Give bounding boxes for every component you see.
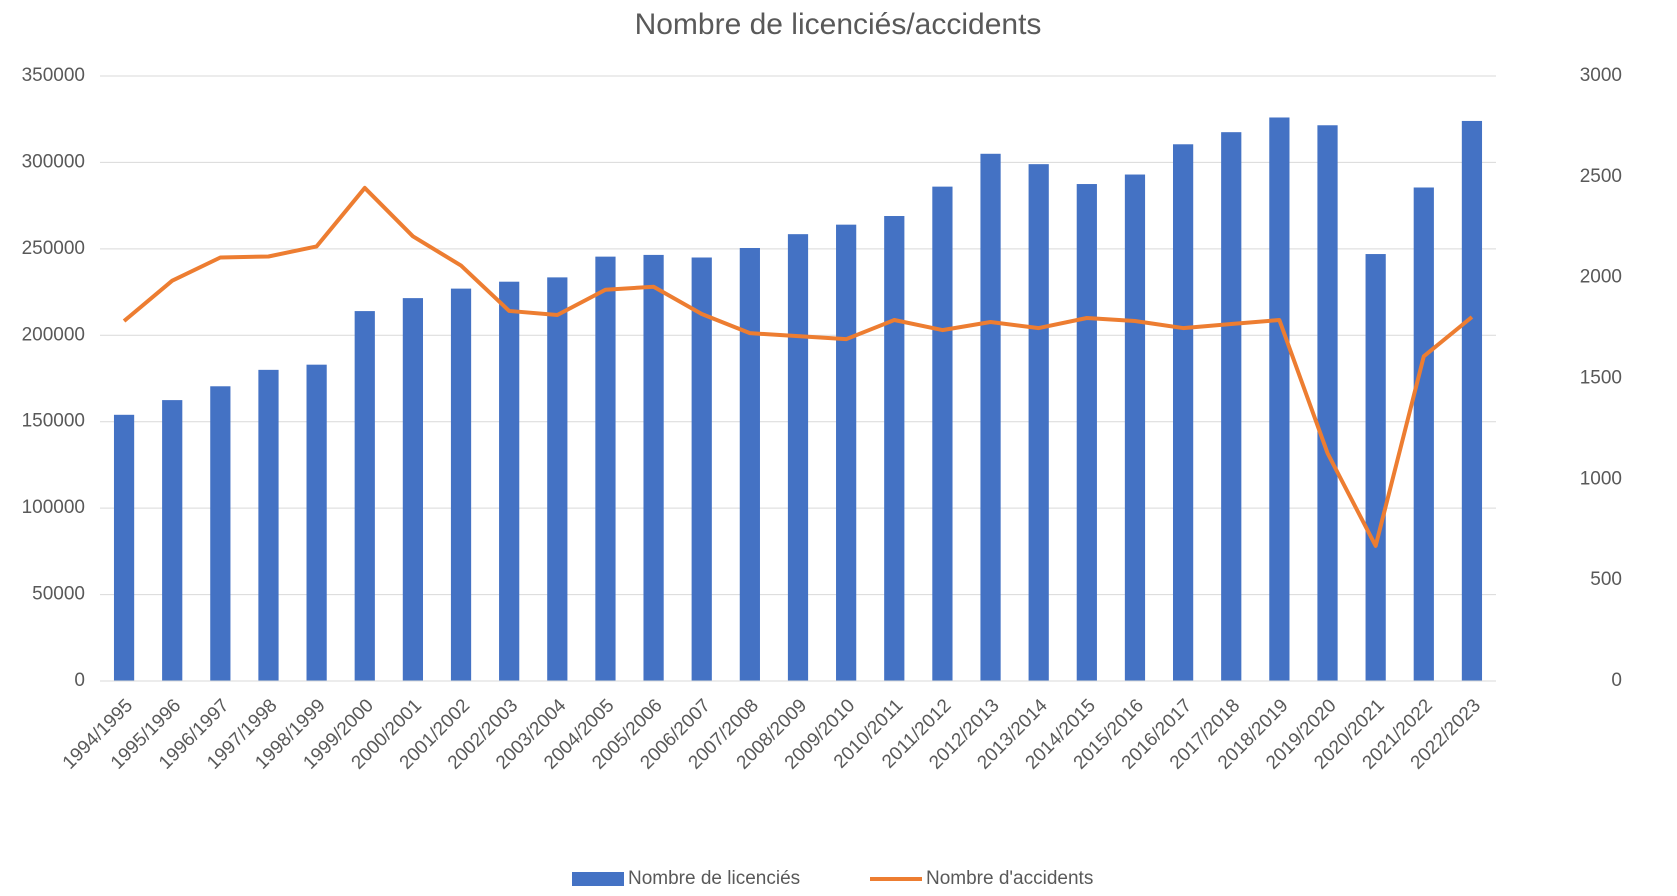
bar [258, 369, 279, 681]
y2-tick-label: 2000 [1580, 267, 1622, 288]
bar [1076, 184, 1097, 682]
bar [980, 153, 1001, 682]
bar [402, 298, 424, 681]
bar [162, 400, 183, 681]
line [122, 185, 1474, 548]
y-tick-label: 250000 [22, 238, 85, 259]
y2-tick-label: 3000 [1580, 65, 1622, 86]
bar [1317, 125, 1338, 681]
bar [643, 254, 664, 681]
bar [210, 386, 231, 681]
bar [1124, 174, 1146, 681]
y2-tick-label: 0 [1611, 670, 1622, 691]
bar [739, 247, 760, 681]
bar [595, 256, 616, 681]
legend-swatch [572, 872, 624, 886]
bar [499, 281, 520, 681]
bar [932, 186, 953, 681]
bar [547, 277, 568, 681]
y-tick-label: 300000 [22, 151, 85, 172]
chart-title: Nombre de licenciés/accidents [635, 8, 1042, 41]
bar [113, 414, 135, 681]
bar [1461, 120, 1483, 681]
y-tick-label: 200000 [22, 324, 85, 345]
bar [884, 216, 905, 681]
bar [691, 257, 712, 681]
y-tick-label: 0 [74, 670, 85, 691]
bar [1221, 132, 1242, 681]
bar [836, 224, 857, 681]
bar [1365, 254, 1386, 682]
legend-label: Nombre de licenciés [628, 868, 800, 889]
bar [354, 311, 375, 681]
bar [1028, 164, 1049, 681]
y2-tick-label: 1500 [1580, 368, 1622, 389]
bar [450, 288, 472, 681]
bar [306, 364, 327, 681]
legend-label: Nombre d'accidents [926, 868, 1093, 889]
bar [1413, 187, 1434, 681]
y-tick-label: 350000 [22, 65, 85, 86]
y-tick-label: 150000 [22, 411, 85, 432]
y2-tick-label: 500 [1590, 569, 1622, 590]
bar [787, 234, 809, 681]
bar [1269, 117, 1290, 681]
y2-tick-label: 2500 [1580, 166, 1622, 187]
y-tick-label: 50000 [32, 584, 85, 605]
bar [1172, 144, 1194, 681]
y2-tick-label: 1000 [1580, 468, 1622, 489]
y-tick-label: 100000 [22, 497, 85, 518]
